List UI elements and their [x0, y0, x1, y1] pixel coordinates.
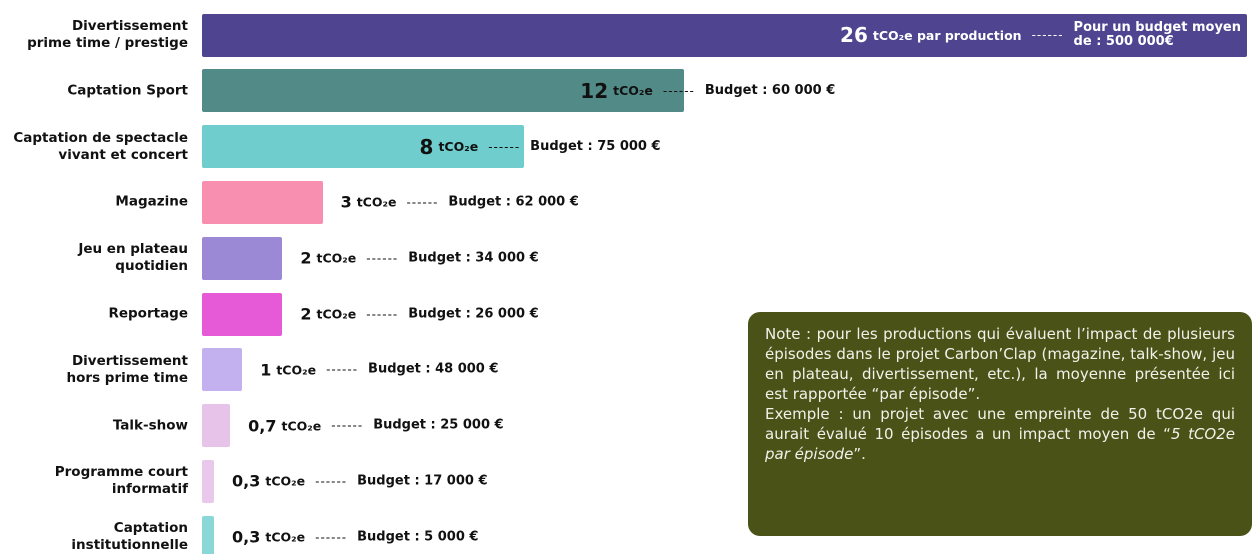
bar — [202, 515, 215, 554]
bar-label: 8 tCO₂e ------ Budget : 75 000 € — [420, 135, 661, 159]
budget-label: Pour un budget moyen de : 500 000€ — [1073, 20, 1241, 49]
value-label: 0,3 — [232, 471, 261, 491]
leader-dashes: ------ — [406, 195, 439, 210]
bar — [202, 180, 323, 224]
budget-label: Budget : 60 000 € — [704, 82, 836, 98]
value-label: 12 — [580, 78, 609, 103]
category-label: Reportage — [108, 305, 188, 322]
leader-dashes: ------ — [315, 474, 348, 489]
note-text: Note : pour les productions qui évaluent… — [765, 325, 1235, 403]
category-label: Divertissement hors prime time — [66, 352, 188, 386]
budget-label: Budget : 75 000 € — [530, 138, 661, 154]
value-label: 8 — [419, 134, 434, 159]
value-label: 3 — [340, 192, 352, 212]
leader-dashes: ------ — [315, 530, 348, 545]
value-label: 0,3 — [232, 527, 261, 547]
budget-label: Budget : 5 000 € — [357, 529, 479, 545]
budget-label: Budget : 17 000 € — [357, 473, 488, 489]
note-box: Note : pour les productions qui évaluent… — [748, 312, 1252, 536]
value-label: 2 — [300, 248, 312, 268]
unit-label: tCO₂e — [281, 418, 322, 434]
bar-label: 0,3 tCO₂e ------ Budget : 17 000 € — [232, 472, 487, 491]
bar — [202, 13, 1247, 57]
bar-label: 0,7 tCO₂e ------ Budget : 25 000 € — [248, 416, 503, 435]
bar-label: 3 tCO₂e ------ Budget : 62 000 € — [341, 193, 579, 212]
bar — [202, 125, 524, 169]
budget-label: Budget : 34 000 € — [408, 250, 539, 266]
leader-dashes: ------ — [1031, 28, 1064, 42]
category-label: Magazine — [115, 193, 188, 210]
bar-label: 2 tCO₂e ------ Budget : 34 000 € — [300, 249, 538, 268]
unit-label: tCO₂e — [613, 83, 653, 99]
category-label: Jeu en plateau quotidien — [78, 241, 188, 275]
budget-label: Budget : 62 000 € — [448, 194, 579, 210]
category-label: Divertissement prime time / prestige — [27, 18, 188, 51]
unit-label: tCO₂e — [276, 362, 317, 378]
bar — [202, 292, 283, 336]
unit-label: tCO₂e — [316, 306, 357, 322]
unit-label: tCO₂e — [438, 139, 479, 155]
bar — [202, 236, 283, 280]
leader-dashes: ------ — [331, 418, 364, 433]
note-example-end: ”. — [853, 445, 866, 463]
leader-dashes: ------ — [366, 307, 399, 321]
leader-dashes: ------ — [366, 251, 399, 266]
unit-label: tCO₂e — [356, 194, 397, 210]
unit-label: tCO₂e par production — [872, 27, 1022, 43]
bar-label: 2 tCO₂e ------ Budget : 26 000 € — [300, 305, 538, 324]
category-label: Captation Sport — [67, 82, 188, 99]
bar — [202, 459, 215, 503]
bar — [202, 69, 685, 113]
bar — [202, 348, 243, 392]
note-example: Exemple : un projet avec une empreinte d… — [765, 405, 1235, 443]
leader-dashes: ------ — [662, 83, 695, 98]
unit-label: tCO₂e — [265, 529, 306, 545]
value-label: 2 — [300, 304, 312, 324]
bar-label: 0,3 tCO₂e ------ Budget : 5 000 € — [232, 528, 478, 547]
unit-label: tCO₂e — [265, 473, 306, 489]
bar-label: 1 tCO₂e ------ Budget : 48 000 € — [260, 360, 498, 379]
bar-label: 26 tCO₂e par production ------ Pour un budg… — [840, 21, 1241, 49]
leader-dashes: ------ — [326, 362, 359, 377]
value-label: 1 — [260, 360, 272, 380]
unit-label: tCO₂e — [316, 250, 357, 266]
budget-label: Budget : 25 000 € — [373, 417, 504, 433]
bar-label: 12 tCO₂e ------ Budget : 60 000 € — [580, 79, 835, 103]
bar — [202, 404, 231, 448]
leader-dashes: ------ — [488, 139, 521, 154]
value-label: 0,7 — [248, 416, 277, 436]
category-label: Captation institutionnelle — [71, 520, 188, 554]
value-label: 26 — [840, 23, 868, 47]
category-label: Talk-show — [112, 417, 188, 434]
budget-label: Budget : 48 000 € — [368, 361, 499, 377]
category-label: Captation de spectacle vivant et concert — [13, 129, 188, 163]
budget-label: Budget : 26 000 € — [408, 306, 539, 321]
note-example-italic: 5 tCO2e par épisode — [765, 425, 1236, 463]
category-label: Programme court informatif — [54, 464, 188, 498]
